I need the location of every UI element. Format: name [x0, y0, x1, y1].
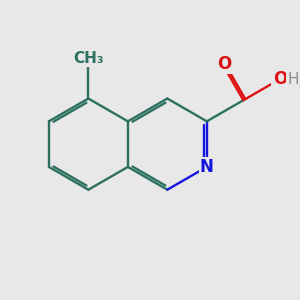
Text: H: H: [287, 72, 299, 87]
Text: O: O: [217, 55, 231, 73]
Text: O: O: [273, 70, 287, 88]
Text: CH₃: CH₃: [73, 51, 104, 66]
Text: N: N: [200, 158, 214, 176]
